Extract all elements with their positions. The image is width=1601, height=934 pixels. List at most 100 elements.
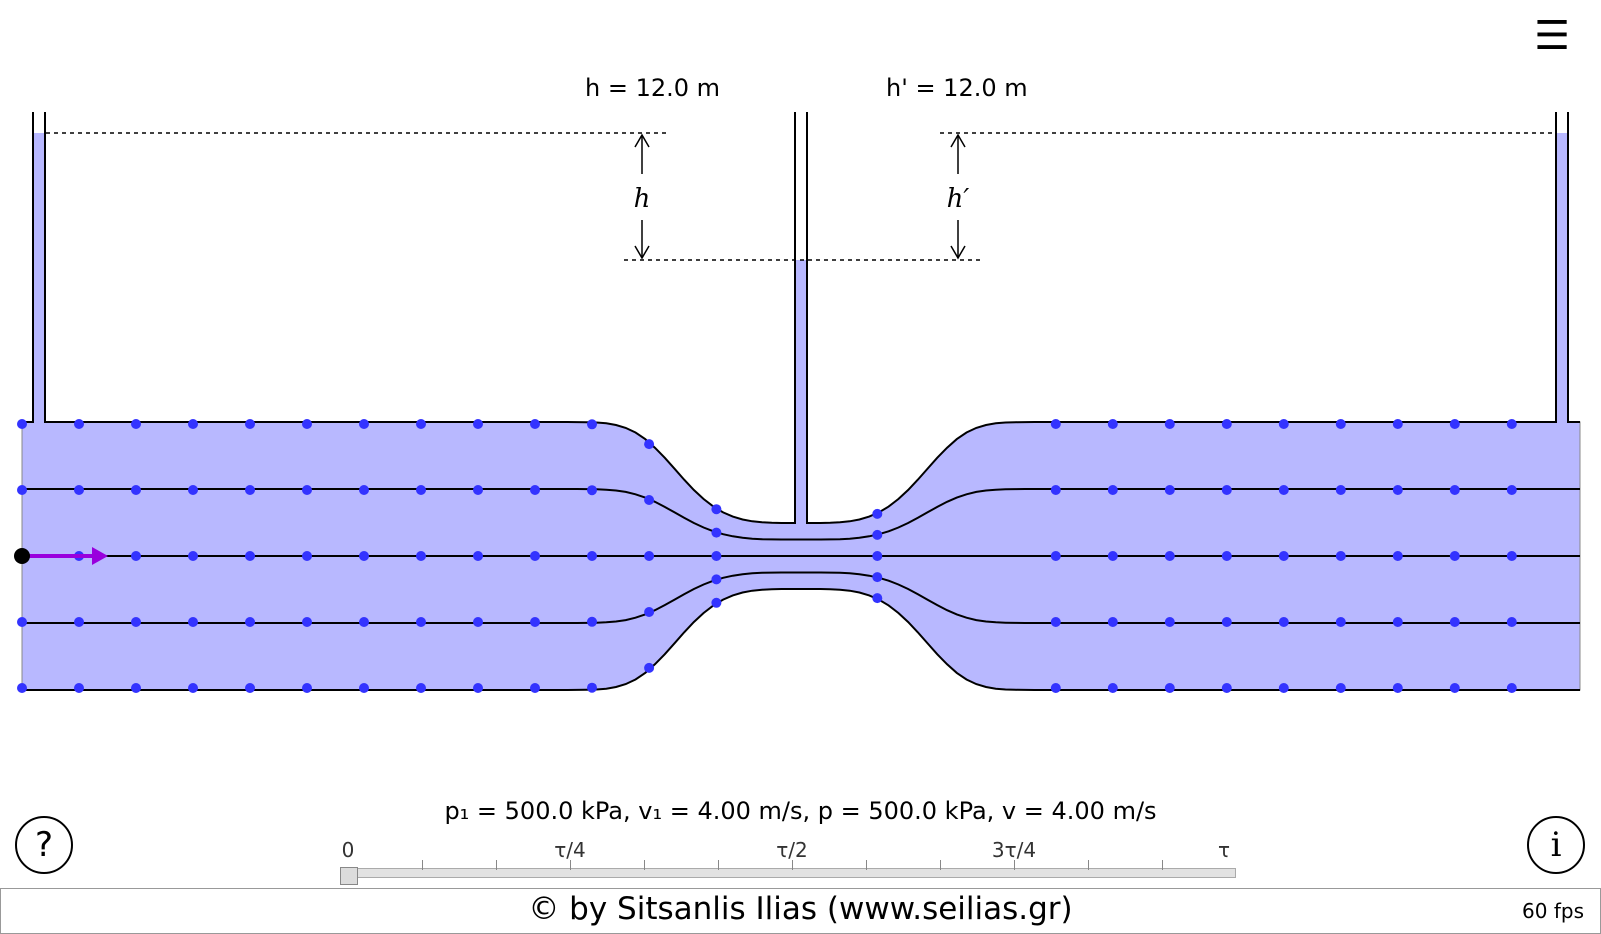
fluid-particle xyxy=(530,419,540,429)
fluid-particle xyxy=(17,485,27,495)
fluid-particle xyxy=(17,419,27,429)
timeline-tick xyxy=(1162,860,1163,870)
fluid-particle xyxy=(416,551,426,561)
credit-text[interactable]: © by Sitsanlis Ilias (www.seilias.gr) xyxy=(528,891,1073,927)
fluid-particle xyxy=(302,419,312,429)
fluid-particle xyxy=(587,682,597,693)
fluid-particle xyxy=(1335,485,1346,495)
fluid-particle xyxy=(74,617,84,627)
fluid-particle xyxy=(1449,419,1460,429)
info-button[interactable]: i xyxy=(1527,816,1585,874)
help-button[interactable]: ? xyxy=(15,816,73,874)
fluid-particle xyxy=(711,527,722,538)
timeline-tick xyxy=(718,860,719,870)
fluid-particle xyxy=(188,551,198,561)
fluid-particle xyxy=(1050,419,1061,429)
fluid-particle xyxy=(1050,551,1061,561)
fluid-particle xyxy=(1164,617,1175,627)
fluid-particle xyxy=(1221,419,1232,429)
fluid-particle xyxy=(473,551,483,561)
timeline-thumb[interactable] xyxy=(340,867,358,885)
throat-tube-fluid xyxy=(795,260,807,525)
fluid-particle xyxy=(872,593,883,604)
timeline-tick xyxy=(866,860,867,870)
fluid-particle xyxy=(131,551,141,561)
timeline-label-quarter: τ/4 xyxy=(554,838,586,862)
fluid-particle xyxy=(1050,485,1061,495)
fluid-particle xyxy=(530,551,540,561)
h-value-label: h = 12.0 m xyxy=(585,74,721,102)
fluid-particle xyxy=(711,551,722,561)
fluid-particle xyxy=(1278,617,1289,627)
outlet-tube-fluid xyxy=(1556,133,1568,424)
fluid-particle xyxy=(416,617,426,627)
pressure-velocity-readout: p₁ = 500.0 kPa, v₁ = 4.00 m/s, p = 500.0… xyxy=(444,797,1157,825)
h-symbol: h xyxy=(634,184,651,214)
piezometer-tubes xyxy=(32,112,1569,525)
fluid-particle xyxy=(1449,683,1460,693)
fluid-particle xyxy=(1278,683,1289,693)
fluid-particle xyxy=(1392,683,1403,693)
time-slider[interactable]: 0 τ/4 τ/2 3τ/4 τ xyxy=(340,838,1260,888)
fluid-particle xyxy=(1221,485,1232,495)
fluid-particle xyxy=(530,683,540,693)
timeline-tick xyxy=(940,860,941,870)
fluid-particle xyxy=(1107,551,1118,561)
timeline-tick xyxy=(422,860,423,870)
velocity-handle[interactable] xyxy=(14,548,30,564)
fluid-particle xyxy=(131,485,141,495)
fluid-particle xyxy=(1164,683,1175,693)
fluid-particle xyxy=(473,485,483,495)
fluid-particle xyxy=(245,683,255,693)
h-prime-arrowhead-up xyxy=(950,133,966,148)
fluid-particle xyxy=(872,508,883,519)
fluid-particle xyxy=(1449,485,1460,495)
pipe-bottom-wall xyxy=(22,588,1580,691)
fluid-particle xyxy=(74,683,84,693)
inlet-tube-opening xyxy=(34,420,44,425)
h-prime-arrowhead-down xyxy=(950,245,966,260)
pipe-walls xyxy=(22,420,1580,691)
fluid-particle xyxy=(711,504,722,515)
fluid-particles xyxy=(17,419,1517,693)
timeline-label-half: τ/2 xyxy=(776,838,808,862)
menu-icon[interactable]: ☰ xyxy=(1534,13,1570,59)
fluid-particle xyxy=(416,419,426,429)
fluid-particle xyxy=(1335,617,1346,627)
fluid-particle xyxy=(530,485,540,495)
fluid-particle xyxy=(302,617,312,627)
fluid-particle xyxy=(587,616,597,627)
streamline xyxy=(22,571,1580,624)
fluid-particle xyxy=(473,683,483,693)
h-arrowhead-up xyxy=(634,133,650,148)
fluid-particle xyxy=(1506,683,1517,693)
velocity-vector[interactable] xyxy=(14,547,108,565)
fluid-particle xyxy=(1506,419,1517,429)
fluid-particle xyxy=(1050,617,1061,627)
fluid-particle xyxy=(359,485,369,495)
fluid-particle xyxy=(1278,485,1289,495)
fluid-particle xyxy=(1392,419,1403,429)
timeline-tick xyxy=(792,860,793,870)
fluid-particle xyxy=(188,683,198,693)
fluid-particle xyxy=(1506,617,1517,627)
fluid-particle xyxy=(1164,551,1175,561)
velocity-arrow-head[interactable] xyxy=(92,547,108,565)
fluid-particle xyxy=(872,572,883,583)
fluid-particle xyxy=(1164,485,1175,495)
fluid-particle xyxy=(711,574,722,585)
fluid-particle xyxy=(644,439,655,450)
fluid-particle xyxy=(644,551,655,561)
fluid-particle xyxy=(1221,617,1232,627)
fluid-particle xyxy=(587,419,597,430)
timeline-label-three-quarter: 3τ/4 xyxy=(991,838,1037,862)
fluid-particle xyxy=(359,683,369,693)
timeline-tick xyxy=(570,860,571,870)
fluid-particle xyxy=(530,617,540,627)
fluid-particle xyxy=(1506,485,1517,495)
timeline-label-full: τ xyxy=(1217,838,1231,862)
fluid-particle xyxy=(711,597,722,608)
fluid-particle xyxy=(74,419,84,429)
fluid-particle xyxy=(245,617,255,627)
fluid-particle xyxy=(1050,683,1061,693)
